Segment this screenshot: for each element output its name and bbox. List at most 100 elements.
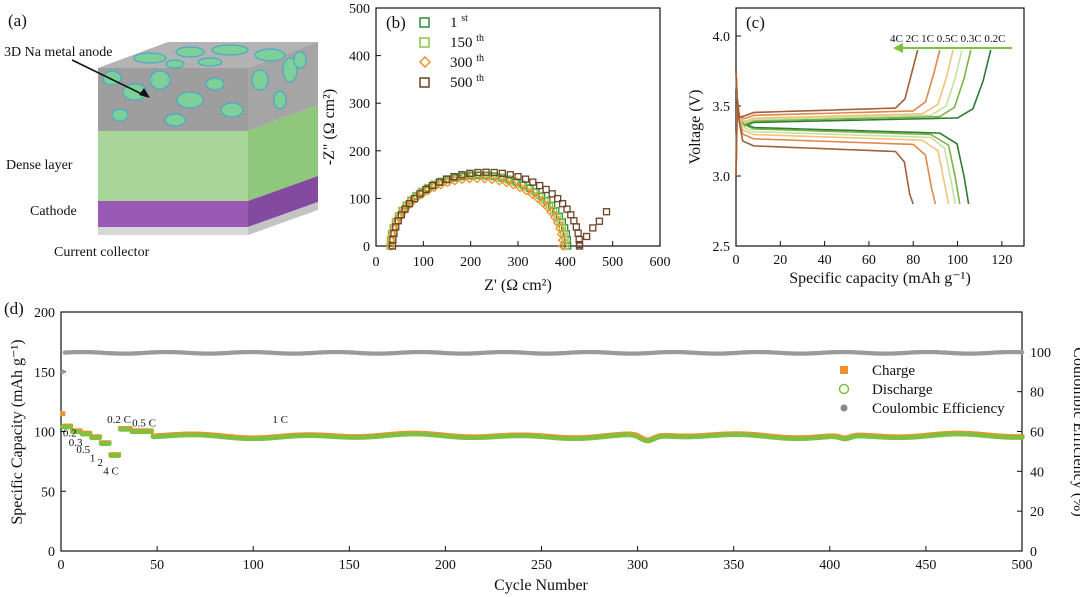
rate-annotation: 0.5 <box>76 444 90 456</box>
panel-b-point <box>442 175 451 183</box>
panel-d-xtick-label: 250 <box>531 558 552 573</box>
panel-b-legend-marker <box>419 37 430 48</box>
panel-d-xtick-label: 100 <box>243 558 264 573</box>
discharge-point <box>96 434 103 441</box>
panel-b-xtick-label: 200 <box>460 255 481 270</box>
panel-b-point <box>563 205 571 213</box>
panel-d-xtick-label: 150 <box>339 558 360 573</box>
dense-layer-front <box>98 131 248 201</box>
panel-c-discharge-curve <box>735 70 914 205</box>
panel-c-xlabel: Specific capacity (mAh g⁻¹) <box>789 270 971 287</box>
panel-b-point <box>529 178 537 186</box>
na-deposit-blob <box>293 51 307 69</box>
rate-annotation: 0.2 C <box>107 414 131 426</box>
panel-c-ytick-label: 2.5 <box>713 240 731 255</box>
panel-d-legend-entry: Discharge <box>872 382 933 398</box>
panel-d-y2tick-label: 40 <box>1030 465 1044 480</box>
panel-b-legend-marker <box>418 55 432 69</box>
panel-b-legend-sup: th <box>476 33 484 44</box>
panel-c-discharge-curve <box>735 70 950 205</box>
panel-c-label: (c) <box>746 13 765 32</box>
panel-b-point <box>401 205 409 213</box>
cathode-front <box>98 201 248 227</box>
panel-b-point <box>548 190 556 198</box>
na-metal-deposits <box>102 44 307 127</box>
discharge-point <box>68 424 74 430</box>
na-deposit-blob <box>149 70 171 90</box>
panel-b-point <box>508 179 519 190</box>
panel-b-point <box>574 229 582 237</box>
panel-c-ticks: 0 20 40 60 80 100 120 2.5 3.0 3.5 4.0 <box>713 30 1013 268</box>
panel-b-ytick-label: 400 <box>349 50 370 65</box>
panel-c-rate-labels: 4C 2C 1C 0.5C 0.3C 0.2C <box>890 33 1006 45</box>
panel-d-ytick-label: 200 <box>34 306 55 321</box>
panel-b-point <box>435 178 443 186</box>
discharge-point <box>116 452 122 458</box>
panel-d-y2label: Coulombic Efficiency (%) <box>1070 347 1080 516</box>
na-deposit-blob <box>133 52 167 64</box>
panel-b-point <box>386 235 397 246</box>
panel-b-legend-entry: 1 st <box>450 13 468 31</box>
panel-c-charge-curve <box>735 49 954 177</box>
panel-b-point <box>464 173 475 184</box>
na-deposit-blob <box>175 46 205 58</box>
panel-c-xtick-label: 0 <box>733 253 740 268</box>
panel-b-ytick-label: 100 <box>349 192 370 207</box>
na-deposit-blob <box>165 59 185 69</box>
panel-b-legend-marker <box>419 77 430 88</box>
panel-d-data <box>60 349 1025 458</box>
panel-b-ylabel: -Z" (Ω cm²) <box>321 89 338 166</box>
panel-c-xtick-label: 20 <box>773 253 787 268</box>
panel-b-xtick-label: 500 <box>602 255 623 270</box>
panel-c-xtick-label: 60 <box>862 253 876 268</box>
panel-b-legend-sup: th <box>476 53 484 64</box>
panel-b-point <box>490 168 498 177</box>
panel-c-charge-curve <box>735 49 963 177</box>
panel-b-point <box>558 241 568 251</box>
panel-d-annotations: 0.20.30.51 24 C 0.2 C 0.5 C 1 C <box>63 414 288 477</box>
panel-b-point <box>532 193 543 204</box>
panel-b-point <box>498 169 506 177</box>
panel-b-legend-sup: th <box>476 73 484 84</box>
panel-b-point <box>410 194 419 203</box>
panel-d-y2tick-label: 60 <box>1030 426 1044 441</box>
panel-b-point <box>582 232 591 241</box>
panel-b-point <box>479 173 490 184</box>
rate-annotation: 0.3 <box>69 437 83 449</box>
panel-c-charge-curve <box>735 49 972 177</box>
panel-d-xtick-label: 200 <box>435 558 456 573</box>
panel-c-ylabel: Voltage (V) <box>687 90 704 165</box>
ce-point <box>60 369 66 374</box>
rate-annotation: 1 C <box>272 414 288 426</box>
panel-b-point <box>450 173 458 181</box>
panel-b-ytick-label: 300 <box>349 97 370 112</box>
panel-b-point <box>496 173 505 181</box>
panel-b-point <box>557 235 568 246</box>
panel-c-discharge-curve <box>735 70 961 205</box>
panel-b-point <box>506 171 514 179</box>
panel-d-legend-marker <box>840 366 848 374</box>
panel-d-legend: Charge Discharge Coulombic Efficiency <box>838 363 1005 417</box>
panel-b-point <box>521 175 530 183</box>
charge-point <box>60 411 66 416</box>
panel-b-point <box>602 208 611 216</box>
panel-b-ytick-label: 500 <box>349 2 370 17</box>
panel-b-point <box>558 200 567 208</box>
panel-b-label: (b) <box>386 13 406 32</box>
panel-b-point <box>570 217 578 225</box>
label-dense-layer: Dense layer <box>6 158 73 173</box>
rate-annotation: 4 C <box>103 466 119 478</box>
rate-annotation: 1 <box>90 452 96 464</box>
panel-c-discharge-curve <box>735 70 937 205</box>
panel-b-xtick-label: 0 <box>373 255 380 270</box>
panel-c-charge-curve <box>735 49 919 177</box>
panel-b-point <box>554 194 562 203</box>
na-deposit-blob <box>211 44 249 56</box>
panel-b-point <box>428 181 437 190</box>
panel-b-xtick-label: 400 <box>555 255 576 270</box>
panel-c-charge-curve <box>735 49 992 177</box>
panel-c-data <box>735 49 992 205</box>
panel-d-xtick-label: 450 <box>915 558 936 573</box>
na-deposit-blob <box>220 102 244 118</box>
na-deposit-blob <box>164 113 186 127</box>
